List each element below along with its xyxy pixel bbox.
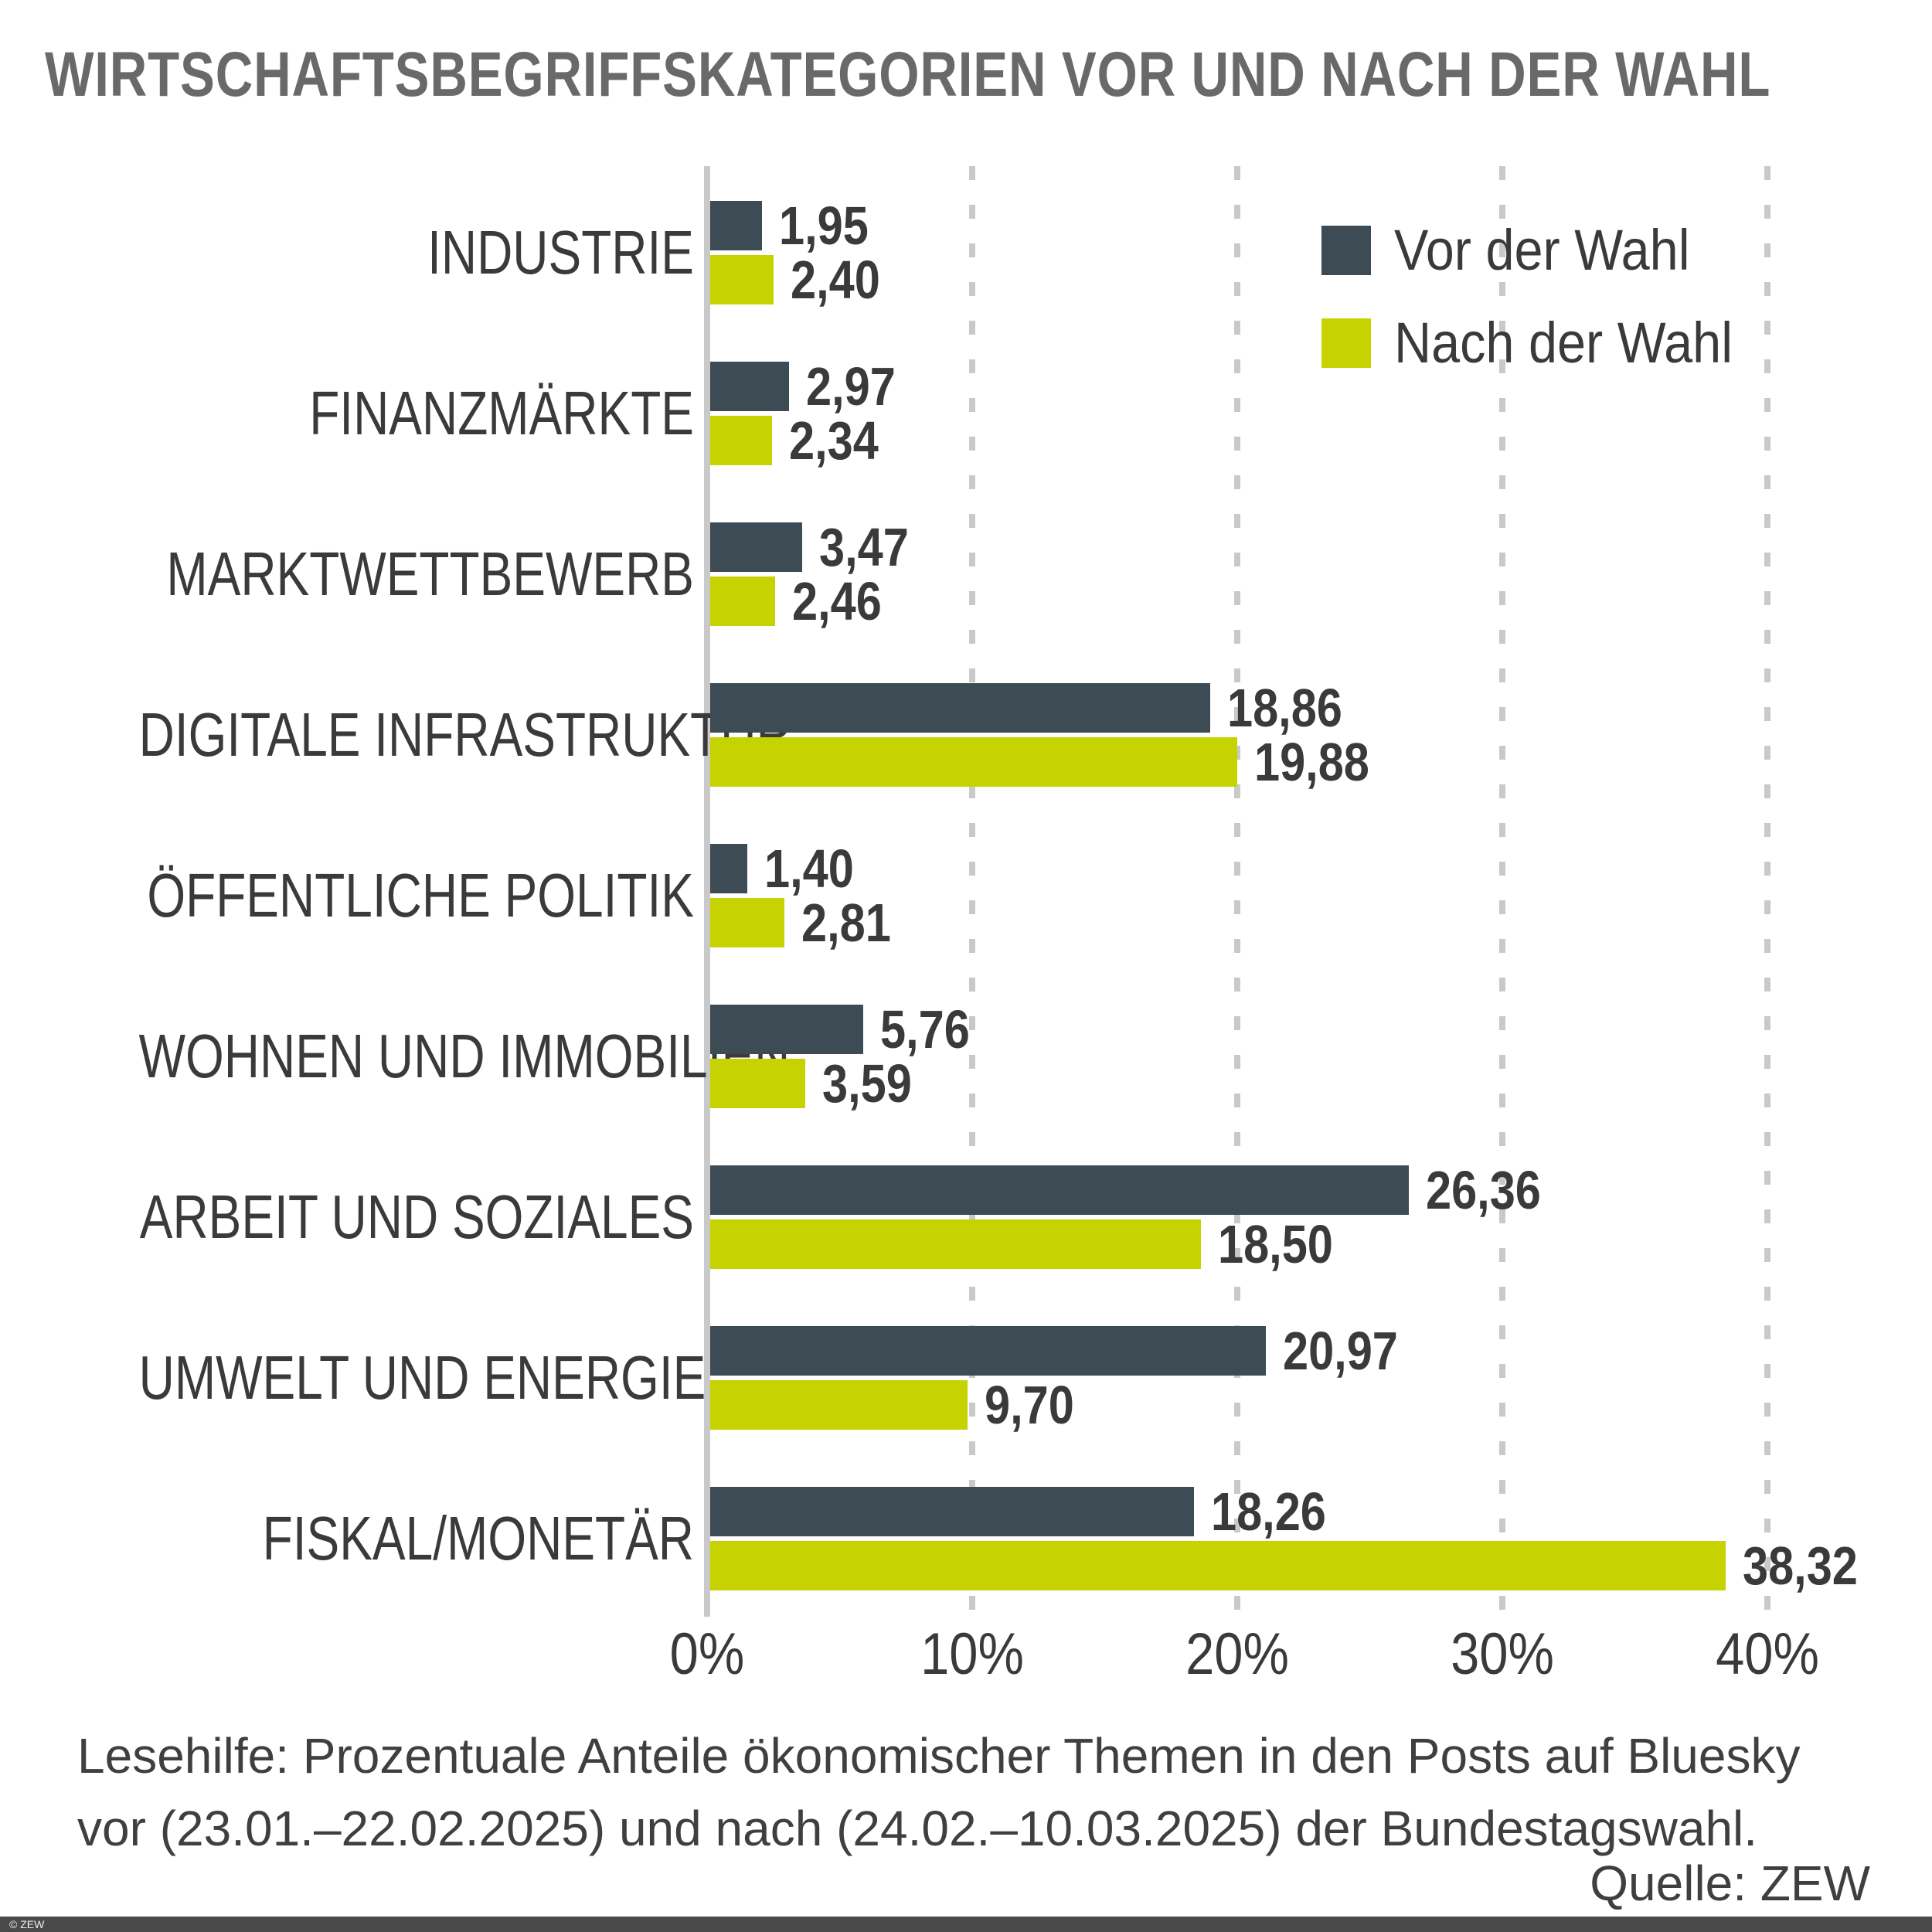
- value-label-vor: 18,26: [1211, 1481, 1326, 1542]
- bottom-bar: © ZEW: [0, 1917, 1932, 1932]
- category-label: ÖFFENTLICHE POLITIK: [147, 861, 695, 930]
- bar-nach-der-wahl: [710, 898, 784, 947]
- legend-label-vor-der-wahl: Vor der Wahl: [1394, 218, 1690, 282]
- axis-tick-label: 10%: [920, 1621, 1024, 1687]
- legend-swatch-nach-der-wahl: [1321, 318, 1371, 368]
- reading-aid-line-1: Lesehilfe: Prozentuale Anteile ökonomisc…: [77, 1728, 1801, 1784]
- value-label-vor: 1,40: [764, 838, 854, 899]
- axis-line-0pct: [704, 166, 710, 1617]
- category-label: FINANZMÄRKTE: [309, 379, 694, 447]
- value-label-vor: 1,95: [779, 196, 869, 256]
- category-label: ARBEIT UND SOZIALES: [139, 1182, 695, 1251]
- bar-nach-der-wahl: [710, 577, 775, 626]
- value-label-vor: 26,36: [1426, 1160, 1541, 1220]
- bar-nach-der-wahl: [710, 1059, 805, 1108]
- value-label-nach: 2,46: [792, 571, 882, 631]
- chart-title: WIRTSCHAFTSBEGRIFFSKATEGORIEN VOR UND NA…: [45, 39, 1771, 110]
- bar-vor-der-wahl: [710, 1005, 863, 1054]
- category-label: INDUSTRIE: [427, 218, 694, 287]
- value-label-vor: 5,76: [880, 999, 970, 1060]
- value-label-nach: 3,59: [822, 1053, 912, 1114]
- bar-nach-der-wahl: [710, 1541, 1726, 1590]
- legend-swatch-vor-der-wahl: [1321, 226, 1371, 275]
- value-label-nach: 2,40: [791, 250, 880, 310]
- value-label-vor: 20,97: [1283, 1321, 1398, 1381]
- category-label: FISKAL/MONETÄR: [262, 1504, 694, 1573]
- value-label-nach: 18,50: [1218, 1214, 1333, 1274]
- source-credit: Quelle: ZEW: [1590, 1855, 1870, 1911]
- reading-aid-line-2: vor (23.01.–22.02.2025) und nach (24.02.…: [77, 1801, 1758, 1856]
- bar-vor-der-wahl: [710, 201, 762, 250]
- bar-vor-der-wahl: [710, 1165, 1409, 1215]
- bar-vor-der-wahl: [710, 844, 747, 893]
- gridline-40pct: [1764, 166, 1770, 1617]
- axis-tick-label: 30%: [1451, 1621, 1554, 1687]
- value-label-nach: 2,34: [789, 410, 879, 471]
- bar-nach-der-wahl: [710, 1380, 968, 1430]
- bar-vor-der-wahl: [710, 362, 789, 411]
- value-label-nach: 19,88: [1254, 732, 1369, 792]
- bar-nach-der-wahl: [710, 255, 774, 304]
- value-label-vor: 2,97: [806, 356, 896, 417]
- category-label: DIGITALE INFRASTRUKTUR: [138, 700, 792, 769]
- value-label-vor: 18,86: [1227, 678, 1342, 738]
- bar-vor-der-wahl: [710, 1487, 1194, 1536]
- axis-tick-label: 20%: [1185, 1621, 1289, 1687]
- bar-nach-der-wahl: [710, 1219, 1201, 1269]
- gridline-10pct: [969, 166, 975, 1617]
- bar-vor-der-wahl: [710, 683, 1210, 733]
- value-label-nach: 9,70: [985, 1375, 1074, 1435]
- axis-tick-label: 40%: [1716, 1621, 1819, 1687]
- bar-nach-der-wahl: [710, 737, 1237, 787]
- copyright-label: © ZEW: [9, 1918, 45, 1930]
- bar-nach-der-wahl: [710, 416, 772, 465]
- value-label-nach: 2,81: [801, 893, 891, 953]
- gridline-30pct: [1499, 166, 1505, 1617]
- axis-tick-label: 0%: [669, 1621, 745, 1687]
- bar-vor-der-wahl: [710, 1326, 1266, 1376]
- value-label-nach: 38,32: [1743, 1536, 1858, 1596]
- category-label: WOHNEN UND IMMOBILIEN: [138, 1022, 791, 1090]
- category-label: MARKTWETTBEWERB: [166, 539, 695, 608]
- gridline-20pct: [1234, 166, 1240, 1617]
- legend-label-nach-der-wahl: Nach der Wahl: [1394, 311, 1733, 375]
- value-label-vor: 3,47: [819, 517, 909, 577]
- bar-vor-der-wahl: [710, 522, 802, 572]
- category-label: UMWELT UND ENERGIE: [138, 1343, 706, 1412]
